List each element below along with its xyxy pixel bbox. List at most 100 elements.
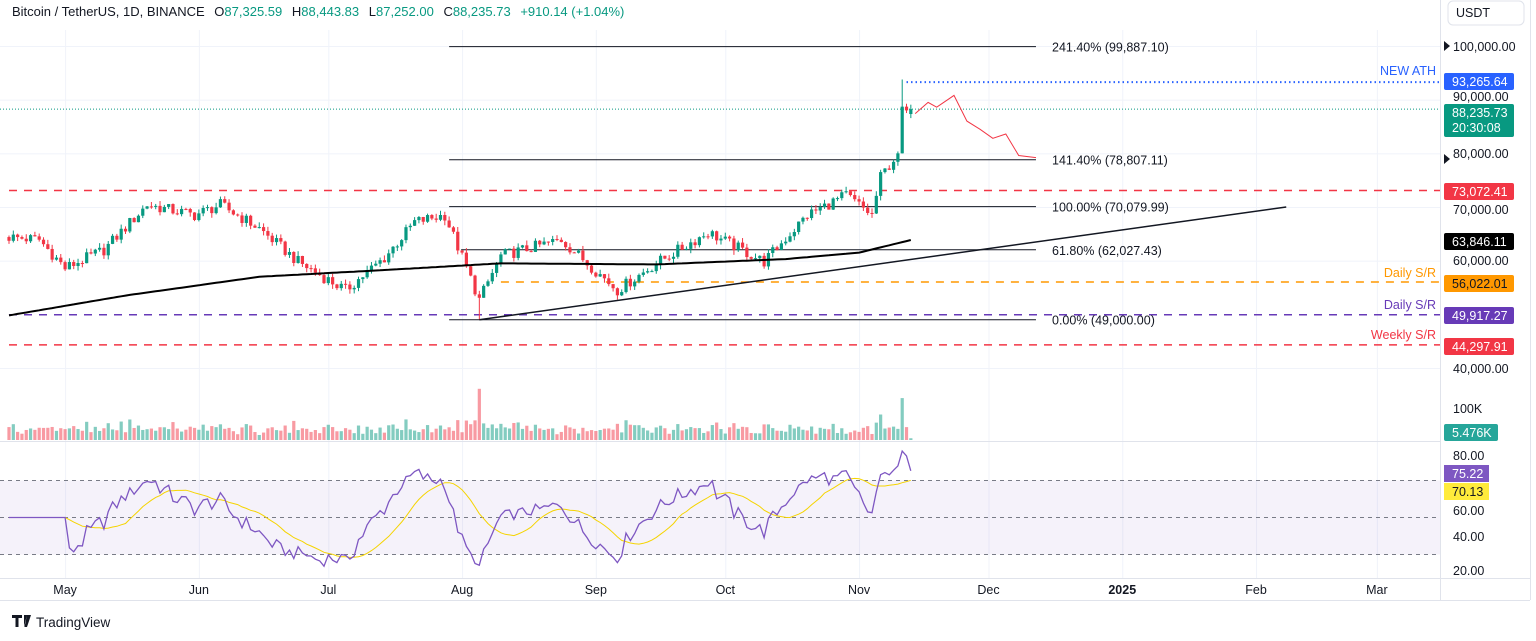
candle-body (753, 258, 758, 260)
candle-body (404, 227, 408, 241)
candle-body (413, 220, 417, 226)
candle-body (486, 281, 490, 286)
candle-body (792, 232, 796, 237)
price-tick: 70,000.00 (1453, 203, 1509, 217)
rsi-tick: 20.00 (1453, 564, 1484, 578)
candle-body (309, 268, 313, 270)
candle-body (542, 241, 546, 245)
volume-bar (326, 424, 330, 440)
level-lines (0, 81, 1440, 346)
candle-body (689, 242, 693, 249)
candle-body (473, 275, 477, 295)
candle-body (607, 278, 611, 285)
volume-bar (72, 426, 76, 440)
candle-body (637, 274, 641, 282)
candle-body (20, 237, 24, 239)
candle-body (628, 278, 632, 287)
volume-bar (525, 425, 529, 440)
volume-bar (214, 427, 218, 440)
time-axis[interactable]: May Jun Jul Aug Sep Oct Nov Dec 2025 Feb Mar (53, 583, 1387, 597)
candle-body (641, 272, 645, 275)
candle-body (624, 278, 628, 293)
volume-bar (900, 398, 904, 440)
candle-body (395, 246, 399, 248)
volume-bar (391, 424, 395, 440)
candle-body (180, 208, 184, 215)
candle-body (710, 231, 714, 237)
candle-body (28, 235, 33, 242)
candle-body (270, 235, 274, 243)
volume-bar (395, 428, 399, 440)
volume-bar (581, 427, 585, 440)
volume-bar (421, 429, 425, 440)
volume-bar (779, 430, 783, 440)
candle-body (322, 275, 326, 284)
volume-bar (684, 429, 689, 440)
candle-body (749, 257, 753, 259)
volume-bar (736, 428, 740, 440)
candle-body (512, 248, 516, 258)
volume-bar (257, 434, 261, 440)
daily-sr-1-label: Daily S/R (1384, 266, 1436, 280)
volume-bar (809, 426, 814, 440)
fibonacci-extension[interactable]: 241.40% (99,887.10) 141.40% (78,807.11) … (449, 41, 1169, 328)
candle-body (283, 241, 287, 255)
candle-body (589, 265, 594, 273)
currency-button[interactable]: USDT (1447, 0, 1525, 26)
volume-bar (430, 432, 434, 440)
volume-bar (909, 438, 913, 440)
candle-body (594, 272, 598, 277)
candle-body (175, 213, 179, 215)
candle-body (85, 252, 89, 264)
candle-body (460, 250, 464, 253)
candle-body (171, 204, 175, 214)
volume-bar (240, 427, 244, 440)
candle-body (762, 255, 766, 267)
volume-bar (728, 427, 732, 440)
grid-vline (988, 30, 990, 578)
price-axis[interactable]: 100,000.00 90,000.00 80,000.00 70,000.00… (1444, 40, 1516, 578)
volume-bar (59, 428, 63, 440)
candle-body (7, 237, 11, 241)
volume-bar (620, 432, 624, 440)
ath-price-badge (1444, 73, 1514, 90)
candle-body (758, 255, 762, 259)
ma-price-badge (1444, 233, 1514, 250)
volume-bar (848, 432, 853, 440)
candle-body (236, 214, 240, 216)
candles[interactable] (7, 79, 913, 320)
candle-body (801, 217, 805, 222)
candle-body (128, 218, 132, 232)
candle-body (378, 260, 382, 264)
volume-bar (719, 429, 723, 440)
volume-bar (883, 428, 887, 440)
candle-body (387, 253, 391, 263)
volume-bar (180, 431, 184, 440)
volume-bar (270, 427, 274, 440)
volume-bar (205, 430, 210, 440)
volume-bar (835, 433, 840, 440)
ma200-line (8, 239, 912, 317)
candle-body (904, 106, 909, 111)
bar-countdown: 20:30:08 (1452, 121, 1501, 135)
logo-text: TradingView (36, 615, 111, 630)
volume-bar (693, 428, 697, 440)
time-tick-jul: Jul (320, 583, 336, 597)
volume-bar (322, 427, 326, 440)
candle-body (456, 231, 460, 251)
candle-body (361, 277, 365, 280)
candle-body (158, 205, 162, 213)
candle-body (745, 247, 749, 258)
candle-body (719, 238, 723, 241)
volume-bar (745, 427, 749, 440)
candle-body (896, 153, 900, 162)
volume-bar (41, 427, 46, 440)
volume-bar (192, 427, 197, 440)
candle-body (538, 240, 542, 245)
tradingview-logo[interactable]: TradingView (12, 615, 111, 630)
candle-body (848, 191, 853, 196)
candle-body (24, 238, 28, 242)
volume-bar (266, 428, 270, 440)
candle-body (110, 235, 115, 244)
